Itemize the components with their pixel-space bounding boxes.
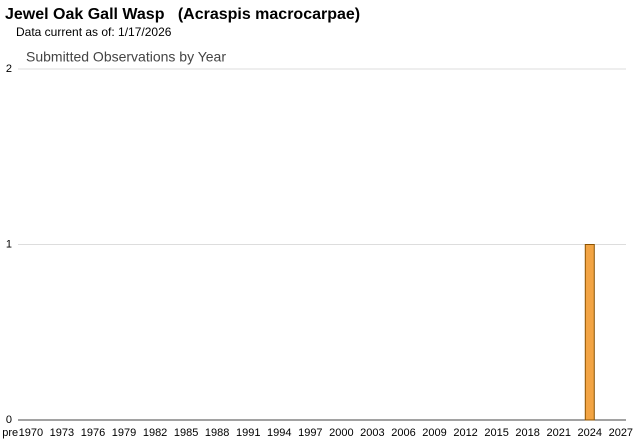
x-tick-label: 2009 — [422, 427, 446, 439]
x-tick-label: 2018 — [515, 427, 539, 439]
data-date: Data current as of: 1/17/2026 — [16, 25, 172, 39]
x-tick-label: 1994 — [267, 427, 291, 439]
x-tick-label: 2006 — [391, 427, 415, 439]
x-tick-label: 1976 — [81, 427, 105, 439]
x-tick-label: 1991 — [236, 427, 260, 439]
x-tick-label: 2003 — [360, 427, 384, 439]
x-tick-label: 1982 — [143, 427, 167, 439]
x-tick-label: 2021 — [546, 427, 570, 439]
x-tick-label: pre — [2, 427, 18, 439]
x-tick-label: 1988 — [205, 427, 229, 439]
x-tick-label: 2027 — [609, 427, 633, 439]
x-tick-label: 2012 — [453, 427, 477, 439]
x-tick-label: 1970 — [19, 427, 43, 439]
x-tick-label: 1973 — [50, 427, 74, 439]
x-tick-label: 1985 — [174, 427, 198, 439]
bar — [584, 244, 595, 421]
x-tick-label: 1997 — [298, 427, 322, 439]
chart-title: Submitted Observations by Year — [26, 49, 226, 65]
y-tick-label: 1 — [6, 238, 12, 250]
page-title: Jewel Oak Gall Wasp (Acraspis macrocarpa… — [5, 6, 360, 23]
y-tick-label: 0 — [6, 414, 12, 426]
x-tick-label: 2000 — [329, 427, 353, 439]
x-tick-label: 2024 — [578, 427, 602, 439]
x-tick-label: 2015 — [484, 427, 508, 439]
x-tick-label: 1979 — [112, 427, 136, 439]
y-tick-label: 2 — [6, 63, 12, 75]
